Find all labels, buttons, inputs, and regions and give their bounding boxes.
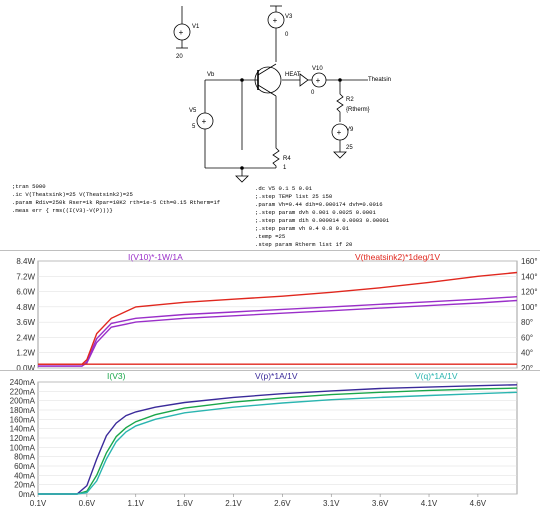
top-right-tick-label: 160° [521, 257, 538, 266]
theatsin-net-label: Theatsin [368, 77, 391, 83]
trace-label-iv3[interactable]: I(V3) [107, 371, 126, 381]
top-right-tick-label: 120° [521, 288, 538, 297]
top-series-line[interactable] [38, 271, 518, 365]
bottom-y-tick-label: 0mA [19, 490, 36, 499]
schematic-canvas[interactable]: + + + + + V1 20 V3 0 Vb HEAT V10 0 Theat… [0, 0, 540, 250]
v3-name: V3 [285, 14, 293, 20]
bottom-y-tick-label: 140mA [10, 425, 36, 434]
heat-label: HEAT [285, 72, 301, 78]
bottom-y-tick-label: 160mA [10, 415, 36, 424]
top-right-tick-label: 60° [521, 333, 533, 342]
bottom-x-tick-label: 3.6V [372, 499, 389, 508]
bottom-x-tick-label: 2.6V [274, 499, 291, 508]
bottom-plot-traces [38, 384, 518, 495]
top-right-tick-label: 80° [521, 318, 533, 327]
bottom-y-tick-label: 100mA [10, 443, 36, 452]
directive-left-2[interactable]: .param Rdiv=250k Rser=1k Rpar=10K2 rth=1… [12, 199, 220, 206]
bottom-y-tick-label: 200mA [10, 397, 36, 406]
directive-right-5[interactable]: ;.step param vh 0.4 0.8 0.01 [255, 225, 350, 232]
bottom-x-tick-label: 1.1V [128, 499, 145, 508]
top-left-tick-label: 0.0W [16, 364, 35, 370]
bottom-series-line[interactable] [38, 384, 518, 495]
bottom-x-tick-label: 0.1V [30, 499, 47, 508]
top-right-tick-label: 140° [521, 272, 538, 281]
power-temperature-plot-pane[interactable]: 8.4W 7.2W 6.0W 4.8W 3.6W 2.4W 1.2W 0.0W 160° 140°… [0, 251, 540, 370]
bottom-y-tick-label: 120mA [10, 434, 36, 443]
v5-name: V5 [189, 108, 197, 114]
directive-right-0[interactable]: .dc V5 0.1 5 0.01 [255, 185, 313, 192]
bottom-x-tick-label: 1.6V [176, 499, 193, 508]
directive-left-3[interactable]: .meas err { rms((I(V3)-V(P)))} [12, 207, 113, 214]
v9-name: V9 [346, 127, 354, 133]
svg-text:+: + [337, 128, 342, 137]
top-series-line[interactable] [38, 296, 518, 367]
svg-text:+: + [316, 76, 321, 85]
directive-left-0[interactable]: ;tran 5000 [12, 183, 46, 190]
bottom-x-tick-label: 4.1V [421, 499, 438, 508]
v10-name: V10 [312, 66, 323, 72]
v1-value: 20 [176, 54, 183, 60]
trace-label-vp[interactable]: V(p)*1A/1V [255, 371, 298, 381]
directive-right-6[interactable]: .temp =25 [255, 233, 285, 240]
bottom-y-tick-label: 20mA [14, 481, 36, 490]
bottom-y-tick-label: 40mA [14, 471, 36, 480]
bottom-x-tick-label: 4.6V [470, 499, 487, 508]
top-right-tick-label: 100° [521, 303, 538, 312]
top-left-tick-label: 3.6W [16, 318, 35, 327]
bottom-series-line[interactable] [38, 387, 518, 495]
svg-text:+: + [202, 117, 207, 126]
v3-value: 0 [285, 32, 289, 38]
directive-right-3[interactable]: ;.step param dvh 0.001 0.0025 0.0001 [255, 209, 376, 216]
bottom-y-tick-label: 220mA [10, 387, 36, 396]
pane-divider [0, 250, 540, 251]
top-plot-grid [37, 260, 518, 369]
bottom-plot-axis-ticks: 240mA220mA200mA180mA160mA140mA120mA100mA… [10, 378, 517, 508]
svg-text:+: + [273, 16, 278, 25]
r4-name: R4 [283, 156, 291, 162]
bottom-x-tick-label: 0.6V [79, 499, 96, 508]
bottom-series-line[interactable] [38, 391, 518, 495]
trace-label-power[interactable]: I(V10)*-1W/1A [128, 252, 183, 262]
v5-value: 5 [192, 124, 196, 130]
trace-label-vq[interactable]: V(q)*1A/1V [415, 371, 458, 381]
top-left-tick-label: 7.2W [16, 272, 35, 281]
current-plot-pane[interactable]: 240mA220mA200mA180mA160mA140mA120mA100mA… [0, 371, 540, 511]
v10-value: 0 [311, 90, 315, 96]
top-left-tick-label: 1.2W [16, 349, 35, 358]
directive-right-2[interactable]: .param Vh=0.44 dih=0.000174 dvh=0.0016 [255, 201, 383, 208]
bottom-y-tick-label: 60mA [14, 462, 36, 471]
bottom-y-tick-label: 240mA [10, 378, 36, 387]
vb-net-label: Vb [207, 72, 215, 78]
r2-value: {Rtherm} [346, 107, 370, 113]
v1-name: V1 [192, 24, 200, 30]
plot-pane-divider [0, 370, 540, 371]
top-right-tick-label: 20° [521, 364, 533, 370]
bottom-x-tick-label: 3.1V [323, 499, 340, 508]
top-plot-traces [38, 271, 518, 367]
top-left-tick-label: 6.0W [16, 288, 35, 297]
top-left-tick-label: 8.4W [16, 257, 35, 266]
directive-right-4[interactable]: ;.step param dih 0.000014 0.0003 0.00001 [255, 217, 390, 224]
directive-right-1[interactable]: ;.step TEMP list 25 150 [255, 193, 333, 200]
directive-right-7[interactable]: .step param Rtherm list 1f 20 [255, 241, 353, 248]
bottom-x-tick-label: 2.1V [225, 499, 242, 508]
bottom-y-tick-label: 180mA [10, 406, 36, 415]
top-plot-axis-ticks: 8.4W 7.2W 6.0W 4.8W 3.6W 2.4W 1.2W 0.0W 160° 140°… [16, 257, 537, 370]
top-left-tick-label: 4.8W [16, 303, 35, 312]
v9-value: 25 [346, 145, 353, 151]
top-left-tick-label: 2.4W [16, 333, 35, 342]
r4-value: 1 [283, 165, 287, 171]
bottom-y-tick-label: 80mA [14, 453, 36, 462]
r2-name: R2 [346, 97, 354, 103]
directive-left-1[interactable]: .ic V(Theatsink)=25 V(Theatsink2)=25 [12, 191, 133, 198]
top-right-tick-label: 40° [521, 349, 533, 358]
svg-text:+: + [179, 28, 184, 37]
trace-label-temperature[interactable]: V(theatsink2)*1deg/1V [355, 252, 440, 262]
